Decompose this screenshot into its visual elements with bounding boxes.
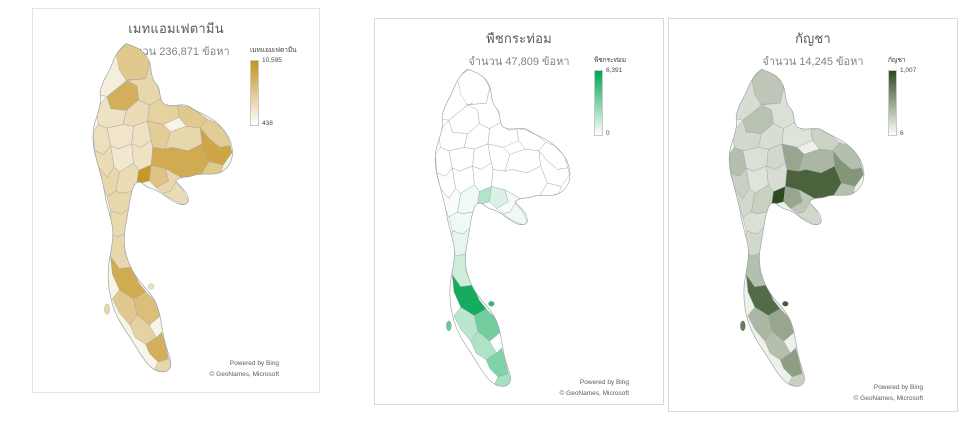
legend-title: กัญชา [888, 57, 906, 64]
legend-max-label: 6,391 [606, 67, 623, 74]
map-subtitle: จำนวน 14,245 ข้อหา [762, 56, 864, 68]
attribution-line-2: © GeoNames, Microsoft [209, 370, 279, 378]
map-panel-methamphetamine: เมทแอมเฟตามีน จำนวน 236,871 ข้อหา เมทแอม… [32, 8, 320, 393]
map-title: กัญชา [795, 31, 831, 46]
map-subtitle: จำนวน 236,871 ข้อหา [122, 46, 230, 58]
color-legend: พืชกระท่อม 6,391 0 [594, 55, 656, 140]
map-title: พืชกระท่อม [486, 31, 552, 46]
map-panel-cannabis: กัญชา จำนวน 14,245 ข้อหา กัญชา 1,007 6 P… [668, 18, 958, 412]
legend-min-label: 438 [262, 120, 273, 127]
color-legend: เมทแอมเฟตามีน 10,595 438 [250, 45, 312, 130]
attribution-line-1: Powered by Bing [229, 360, 279, 368]
legend-min-label: 0 [606, 130, 610, 137]
map-attribution: Powered by Bing © GeoNames, Microsoft [210, 359, 279, 380]
color-legend: กัญชา 1,007 6 [888, 55, 950, 140]
thailand-choropleth-map[interactable] [33, 33, 285, 385]
map-attribution: Powered by Bing © GeoNames, Microsoft [560, 378, 629, 399]
legend-title: เมทแอมเฟตามีน [250, 47, 297, 54]
thailand-choropleth-map[interactable] [673, 59, 913, 399]
legend-max-label: 10,595 [262, 57, 282, 64]
thailand-choropleth-map[interactable] [379, 59, 619, 399]
legend-max-label: 1,007 [900, 67, 917, 74]
legend-gradient-bar [594, 70, 603, 136]
legend-gradient-bar [250, 60, 259, 126]
legend-title: พืชกระท่อม [594, 57, 627, 64]
attribution-line-2: © GeoNames, Microsoft [853, 394, 923, 402]
attribution-line-2: © GeoNames, Microsoft [559, 389, 629, 397]
map-subtitle: จำนวน 47,809 ข้อหา [468, 56, 570, 68]
map-panel-kratom: พืชกระท่อม จำนวน 47,809 ข้อหา พืชกระท่อม… [374, 18, 664, 405]
legend-min-label: 6 [900, 130, 904, 137]
map-title: เมทแอมเฟตามีน [128, 21, 224, 36]
attribution-line-1: Powered by Bing [579, 379, 629, 387]
map-attribution: Powered by Bing © GeoNames, Microsoft [854, 383, 923, 404]
legend-gradient-bar [888, 70, 897, 136]
attribution-line-1: Powered by Bing [873, 384, 923, 392]
